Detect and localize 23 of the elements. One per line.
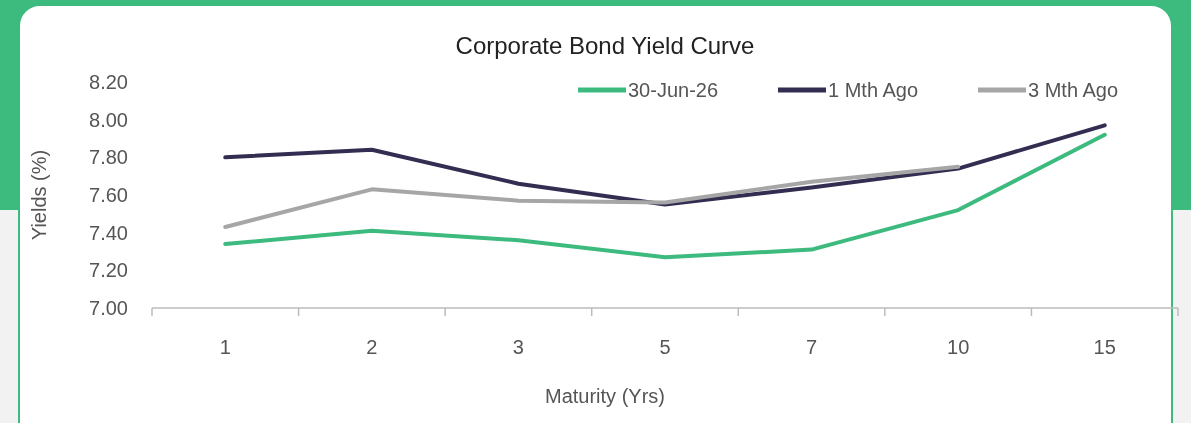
legend-label: 30-Jun-26 xyxy=(628,79,719,101)
x-axis-title: Maturity (Yrs) xyxy=(545,385,665,407)
y-tick-label: 7.40 xyxy=(89,221,128,244)
line-series xyxy=(223,164,961,230)
chart-title: Corporate Bond Yield Curve xyxy=(455,32,755,59)
x-tick-label: 3 xyxy=(512,336,524,358)
y-axis-title: Yields (%) xyxy=(28,149,50,241)
y-tick-label: 8.20 xyxy=(89,71,128,93)
line-series xyxy=(223,123,1107,207)
y-tick-label: 7.20 xyxy=(89,259,128,282)
y-tick-label: 7.00 xyxy=(89,297,128,319)
x-tick-label: 15 xyxy=(1093,336,1116,358)
y-tick-label: 7.80 xyxy=(89,146,128,169)
x-tick-label: 10 xyxy=(947,336,970,358)
legend-label: 3 Mth Ago xyxy=(1028,79,1119,101)
x-tick-label: 1 xyxy=(219,336,231,358)
x-tick-label: 2 xyxy=(366,336,378,358)
y-tick-label: 8.00 xyxy=(89,108,128,131)
legend-label: 1 Mth Ago xyxy=(828,79,919,101)
x-tick-label: 7 xyxy=(806,336,818,358)
y-tick-label: 7.60 xyxy=(89,184,128,206)
x-tick-label: 5 xyxy=(659,336,671,358)
line-series xyxy=(223,132,1107,260)
